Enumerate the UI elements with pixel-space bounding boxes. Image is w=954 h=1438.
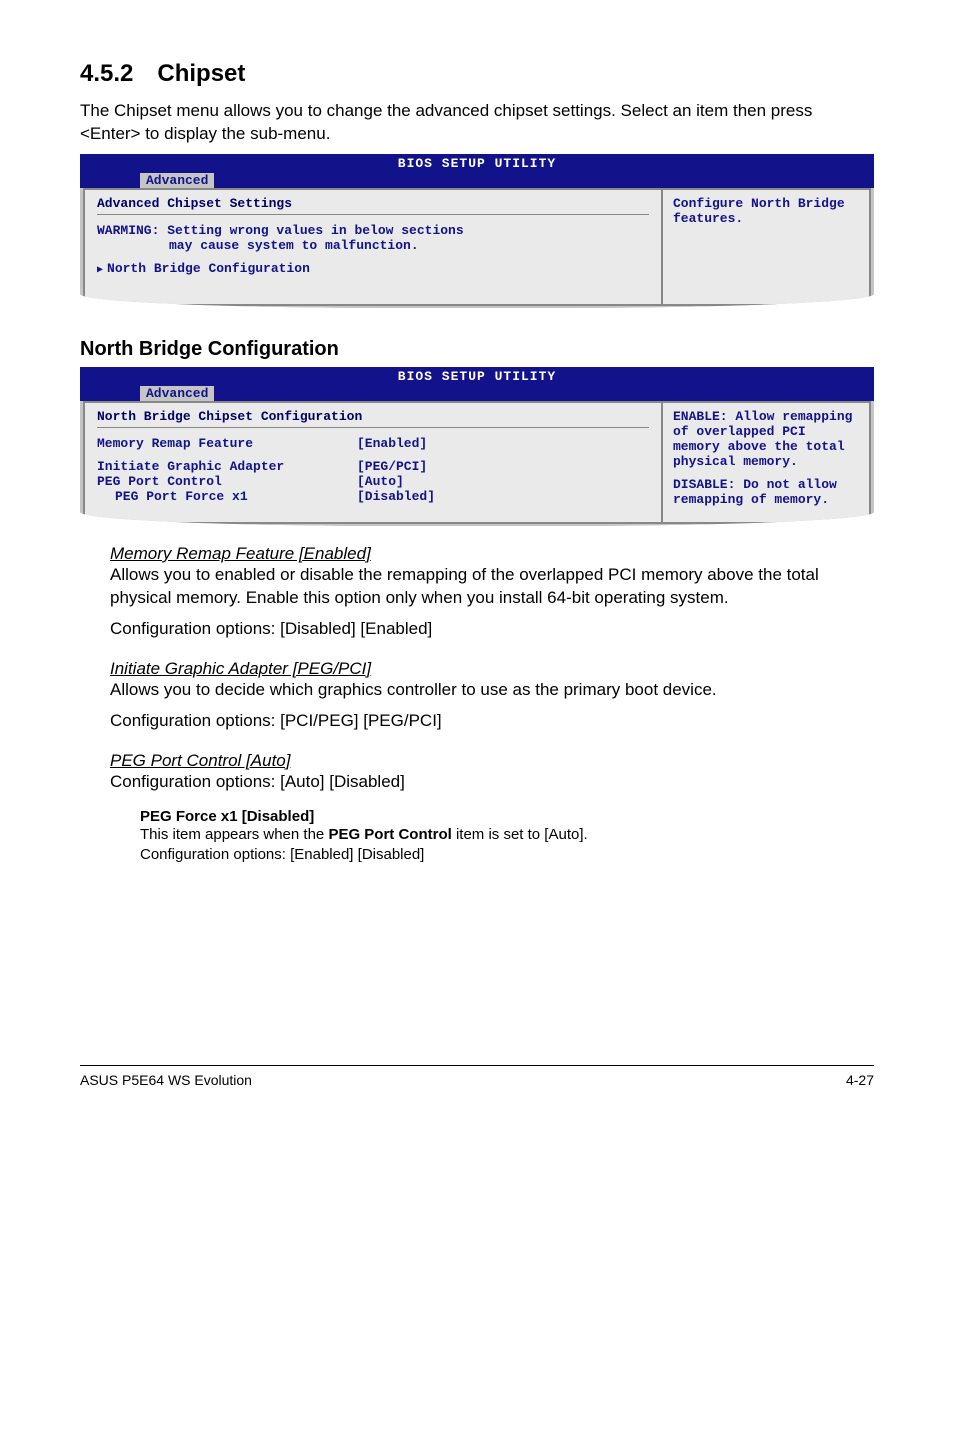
text-part-b: PEG Port Control — [328, 826, 451, 843]
intro-paragraph: The Chipset menu allows you to change th… — [80, 100, 874, 146]
bios-row-initiate-graphic[interactable]: Initiate Graphic Adapter [PEG/PCI] — [97, 459, 649, 474]
bios-title-bar: BIOS SETUP UTILITY — [80, 367, 874, 386]
bios-value: [Auto] — [357, 474, 404, 489]
bios-left-panel: Advanced Chipset Settings WARMING: Setti… — [83, 188, 661, 306]
footer-right: 4-27 — [846, 1072, 874, 1088]
option-desc: Allows you to enabled or disable the rem… — [110, 564, 874, 610]
bios-body: Advanced Chipset Settings WARMING: Setti… — [80, 188, 874, 308]
bios-row-peg-port-control[interactable]: PEG Port Control [Auto] — [97, 474, 649, 489]
bios-warning-line2: may cause system to malfunction. — [97, 238, 649, 253]
bios-row-peg-port-force[interactable]: PEG Port Force x1 [Disabled] — [97, 489, 649, 504]
bios-help-text-2: DISABLE: Do not allow remapping of memor… — [673, 477, 859, 507]
option-config: Configuration options: [Enabled] [Disabl… — [140, 845, 874, 865]
bios-value: [Disabled] — [357, 489, 435, 504]
bios-tab-advanced: Advanced — [140, 386, 214, 401]
bios-screenshot-chipset: BIOS SETUP UTILITY Advanced Advanced Chi… — [80, 154, 874, 308]
bios-label: PEG Port Force x1 — [115, 489, 357, 504]
option-title-peg-port-control: PEG Port Control [Auto] — [110, 751, 874, 771]
bios-tab-row: Advanced — [80, 386, 874, 401]
bios-help-text-1: ENABLE: Allow remapping of overlapped PC… — [673, 409, 859, 469]
bios-label: Initiate Graphic Adapter — [97, 459, 357, 474]
bios-value: [PEG/PCI] — [357, 459, 427, 474]
bios-menu-item-north-bridge[interactable]: North Bridge Configuration — [97, 261, 649, 276]
option-config: Configuration options: [Auto] [Disabled] — [110, 771, 874, 794]
bios-value: [Enabled] — [357, 436, 427, 451]
section-number-title: 4.5.2 Chipset — [80, 60, 874, 88]
page-footer: ASUS P5E64 WS Evolution 4-27 — [80, 1065, 874, 1088]
bios-warning-line1: WARMING: Setting wrong values in below s… — [97, 223, 649, 238]
bios-title-text: BIOS SETUP UTILITY — [398, 369, 556, 384]
bios-left-panel: North Bridge Chipset Configuration Memor… — [83, 401, 661, 524]
text-part-a: This item appears when the — [140, 826, 328, 843]
option-title-initiate-graphic: Initiate Graphic Adapter [PEG/PCI] — [110, 659, 874, 679]
option-desc: Allows you to decide which graphics cont… — [110, 679, 874, 702]
bios-tab-advanced: Advanced — [140, 173, 214, 188]
option-desc: This item appears when the PEG Port Cont… — [140, 825, 874, 845]
option-title-peg-force: PEG Force x1 [Disabled] — [140, 808, 874, 825]
option-title-memory-remap: Memory Remap Feature [Enabled] — [110, 544, 874, 564]
bios-body: North Bridge Chipset Configuration Memor… — [80, 401, 874, 526]
option-config: Configuration options: [Disabled] [Enabl… — [110, 618, 874, 641]
text-part-c: item is set to [Auto]. — [452, 826, 588, 843]
bios-label: PEG Port Control — [97, 474, 357, 489]
bios-tab-row: Advanced — [80, 173, 874, 188]
bios-label: Memory Remap Feature — [97, 436, 357, 451]
bios-row-memory-remap[interactable]: Memory Remap Feature [Enabled] — [97, 436, 649, 451]
bios-left-title: North Bridge Chipset Configuration — [97, 409, 649, 424]
bios-title-bar: BIOS SETUP UTILITY — [80, 154, 874, 173]
bios-right-panel: ENABLE: Allow remapping of overlapped PC… — [661, 401, 871, 524]
bios-divider — [97, 427, 649, 428]
bios-divider — [97, 214, 649, 215]
bios-title-text: BIOS SETUP UTILITY — [398, 156, 556, 171]
north-bridge-heading: North Bridge Configuration — [80, 338, 874, 361]
bios-screenshot-north-bridge: BIOS SETUP UTILITY Advanced North Bridge… — [80, 367, 874, 526]
bios-left-title: Advanced Chipset Settings — [97, 196, 649, 211]
bios-help-text: Configure North Bridge features. — [673, 196, 859, 226]
footer-left: ASUS P5E64 WS Evolution — [80, 1072, 252, 1088]
bios-right-panel: Configure North Bridge features. — [661, 188, 871, 306]
option-config: Configuration options: [PCI/PEG] [PEG/PC… — [110, 710, 874, 733]
